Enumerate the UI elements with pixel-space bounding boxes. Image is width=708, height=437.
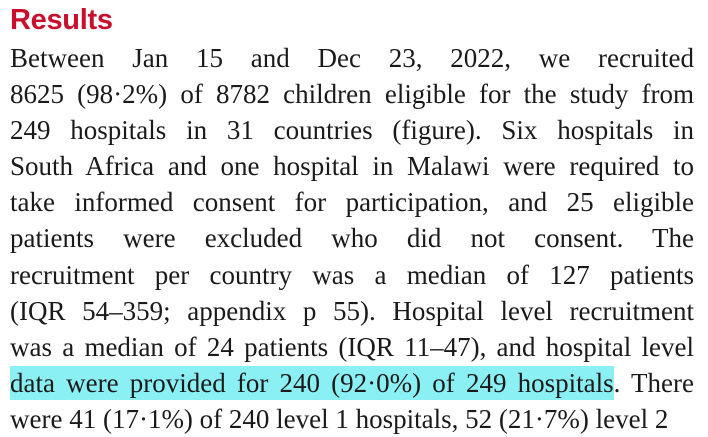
text-line: was a median of 24 patients (IQR 11–47),…: [10, 331, 694, 362]
text-after-highlight: . There: [613, 367, 694, 398]
text-line: South Africa and one hospital in Malawi …: [10, 151, 694, 182]
text-line: 249 hospitals in 31 countries (figure). …: [10, 115, 694, 146]
text-line: take informed consent for participation,…: [10, 187, 694, 218]
highlighted-text: data were provided for 240 (92·0%) of 24…: [10, 365, 614, 400]
section-heading: Results: [10, 4, 113, 36]
text-line: Between Jan 15 and Dec 23, 2022, we recr…: [10, 43, 694, 73]
results-paragraph: Between Jan 15 and Dec 23, 2022, we recr…: [10, 40, 694, 437]
text-line: recruitment per country was a median of …: [10, 259, 694, 290]
text-line: patients were excluded who did not conse…: [10, 223, 694, 254]
text-line: were 41 (17·1%) of 240 level 1 hospitals…: [10, 403, 669, 434]
text-line-highlighted: data were provided for 240 (92·0%) of 24…: [10, 365, 694, 401]
text-line: 8625 (98·2%) of 8782 children eligible f…: [10, 79, 694, 110]
text-line: (IQR 54–359; appendix p 55). Hospital le…: [10, 295, 694, 326]
